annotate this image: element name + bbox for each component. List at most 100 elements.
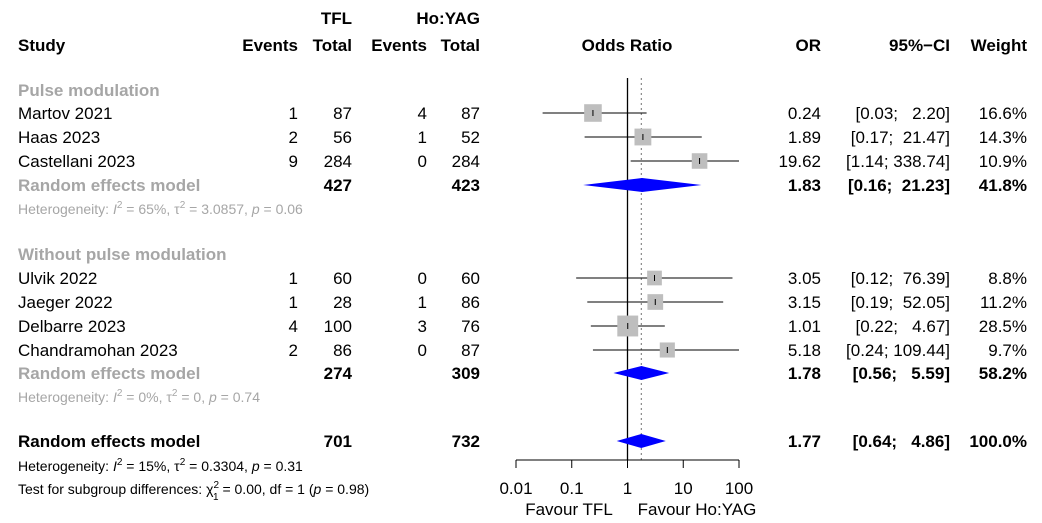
study-row: Martov 2021 1 87 4 87 0.24 [0.03; 2.20] 16.6% bbox=[18, 104, 1027, 123]
weight-value: 28.5% bbox=[979, 317, 1027, 336]
tfl-events: 2 bbox=[289, 128, 298, 147]
subgroup-label: Pulse modulation bbox=[18, 81, 160, 100]
ci-value: [0.17; 21.47] bbox=[851, 128, 950, 147]
ho-total: 284 bbox=[452, 152, 480, 171]
favour-hoyag-label: Favour Ho:YAG bbox=[638, 500, 757, 519]
study-name: Haas 2023 bbox=[18, 128, 100, 147]
study-name: Chandramohan 2023 bbox=[18, 341, 178, 360]
ho-events: 1 bbox=[418, 293, 427, 312]
weight-value: 100.0% bbox=[969, 432, 1027, 451]
ho-events: 4 bbox=[418, 104, 427, 123]
or-value: 3.05 bbox=[788, 269, 821, 288]
ci-value: [0.19; 52.05] bbox=[851, 293, 950, 312]
header-weight: Weight bbox=[971, 36, 1028, 55]
ho-events: 0 bbox=[418, 341, 427, 360]
x-tick-label: 10 bbox=[674, 479, 693, 498]
study-name: Jaeger 2022 bbox=[18, 293, 113, 312]
ci-value: [0.03; 2.20] bbox=[855, 104, 950, 123]
study-name: Ulvik 2022 bbox=[18, 269, 97, 288]
ho-total: 87 bbox=[461, 341, 480, 360]
subgroup-heterogeneity: Heterogeneity: I2 = 65%, τ2 = 3.0857, p … bbox=[18, 200, 303, 217]
summary-diamond bbox=[613, 366, 670, 380]
tfl-total: 56 bbox=[333, 128, 352, 147]
x-tick-label: 100 bbox=[725, 479, 753, 498]
or-value: 1.89 bbox=[788, 128, 821, 147]
ci-value: [0.12; 76.39] bbox=[851, 269, 950, 288]
ci-value: [0.22; 4.67] bbox=[855, 317, 950, 336]
subgroup-test: Test for subgroup differences: χ2 1 = 0.0… bbox=[18, 480, 369, 503]
ho-total: 87 bbox=[461, 104, 480, 123]
header-hoyag: Ho:YAG bbox=[416, 9, 480, 28]
subgroup-label: Without pulse modulation bbox=[18, 245, 227, 264]
study-row: Chandramohan 2023 2 86 0 87 5.18 [0.24; 109.44… bbox=[18, 341, 1027, 360]
ci-value: [1.14; 338.74] bbox=[846, 152, 950, 171]
tfl-events: 1 bbox=[289, 104, 298, 123]
ho-total: 732 bbox=[452, 432, 480, 451]
ho-events: 1 bbox=[418, 128, 427, 147]
forest-rows: Pulse modulation Martov 2021 1 87 4 87 0.24 [0.… bbox=[18, 81, 1027, 503]
weight-value: 16.6% bbox=[979, 104, 1027, 123]
ho-total: 423 bbox=[452, 176, 480, 195]
or-value: 1.83 bbox=[788, 176, 821, 195]
model-label: Random effects model bbox=[18, 432, 200, 451]
study-name: Delbarre 2023 bbox=[18, 317, 126, 336]
tfl-total: 87 bbox=[333, 104, 352, 123]
summary-diamond bbox=[583, 178, 702, 192]
subgroup-model-row: Random effects model 427 423 1.83 [0.16; 21.… bbox=[18, 176, 1027, 195]
ho-total: 60 bbox=[461, 269, 480, 288]
tfl-total: 86 bbox=[333, 341, 352, 360]
tfl-total: 100 bbox=[324, 317, 352, 336]
model-label: Random effects model bbox=[18, 176, 200, 195]
weight-value: 14.3% bbox=[979, 128, 1027, 147]
tfl-total: 274 bbox=[324, 364, 353, 383]
study-row: Haas 2023 2 56 1 52 1.89 [0.17; 21.47] 14.3% bbox=[18, 128, 1027, 147]
ci-value: [0.64; 4.86] bbox=[853, 432, 950, 451]
tfl-events: 4 bbox=[289, 317, 298, 336]
tfl-total: 60 bbox=[333, 269, 352, 288]
or-value: 5.18 bbox=[788, 341, 821, 360]
or-value: 1.77 bbox=[788, 432, 821, 451]
table-header: TFL Ho:YAG Study Events Total Events Tot… bbox=[18, 9, 1027, 55]
ho-events: 3 bbox=[418, 317, 427, 336]
study-row: Jaeger 2022 1 28 1 86 3.15 [0.19; 52.05] 11.2% bbox=[18, 293, 1027, 312]
weight-value: 8.8% bbox=[988, 269, 1027, 288]
weight-value: 9.7% bbox=[988, 341, 1027, 360]
header-odds-ratio: Odds Ratio bbox=[582, 36, 673, 55]
x-tick-label: 0.1 bbox=[560, 479, 584, 498]
or-value: 1.01 bbox=[788, 317, 821, 336]
study-name: Castellani 2023 bbox=[18, 152, 135, 171]
ho-events: 0 bbox=[418, 269, 427, 288]
or-value: 3.15 bbox=[788, 293, 821, 312]
tfl-events: 9 bbox=[289, 152, 298, 171]
overall-heterogeneity: Heterogeneity: I2 = 15%, τ2 = 0.3304, p … bbox=[18, 457, 303, 474]
tfl-events: 1 bbox=[289, 293, 298, 312]
ci-value: [0.56; 5.59] bbox=[853, 364, 950, 383]
header-ho-total: Total bbox=[441, 36, 480, 55]
model-label: Random effects model bbox=[18, 364, 200, 383]
favour-tfl-label: Favour TFL bbox=[525, 500, 613, 519]
x-axis: 0.01 0.1 1 10 100 bbox=[499, 459, 753, 498]
ho-total: 86 bbox=[461, 293, 480, 312]
tfl-events: 2 bbox=[289, 341, 298, 360]
ci-value: [0.24; 109.44] bbox=[846, 341, 950, 360]
header-ci: 95%−CI bbox=[889, 36, 950, 55]
header-tfl-events: Events bbox=[242, 36, 298, 55]
study-name: Martov 2021 bbox=[18, 104, 113, 123]
ho-events: 0 bbox=[418, 152, 427, 171]
tfl-total: 427 bbox=[324, 176, 352, 195]
tfl-total: 701 bbox=[324, 432, 352, 451]
tfl-total: 284 bbox=[324, 152, 352, 171]
header-study: Study bbox=[18, 36, 66, 55]
ho-total: 76 bbox=[461, 317, 480, 336]
ho-total: 309 bbox=[452, 364, 480, 383]
tfl-total: 28 bbox=[333, 293, 352, 312]
or-value: 0.24 bbox=[788, 104, 821, 123]
ci-value: [0.16; 21.23] bbox=[848, 176, 950, 195]
header-tfl-total: Total bbox=[313, 36, 352, 55]
study-row: Castellani 2023 9 284 0 284 19.62 [1.14; 338.7… bbox=[18, 152, 1027, 171]
or-value: 19.62 bbox=[778, 152, 821, 171]
x-tick-label: 1 bbox=[623, 479, 632, 498]
weight-value: 10.9% bbox=[979, 152, 1027, 171]
tfl-events: 1 bbox=[289, 269, 298, 288]
